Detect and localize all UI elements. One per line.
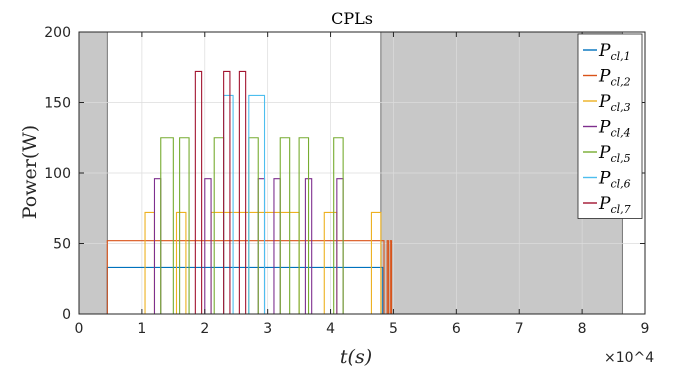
series-line-7	[79, 70, 645, 315]
y-tick-label: 150	[44, 96, 71, 112]
legend-entry-1: Pcl,1	[598, 41, 631, 63]
legend-entry-2: Pcl,2	[598, 67, 631, 89]
x-axis-label: t(s)	[340, 346, 372, 368]
x-tick-label: 2	[200, 321, 209, 337]
legend: Pcl,1 Pcl,2 Pcl,3 Pcl,4 Pcl,5 Pcl,6 Pcl,7	[577, 33, 643, 219]
x-tick-label: 5	[389, 321, 398, 337]
y-tick-labels: 0 50 100 150 200	[44, 25, 71, 323]
x-tick-label: 3	[263, 321, 272, 337]
y-tick-label: 100	[44, 166, 71, 182]
x-tick-label: 1	[137, 321, 146, 337]
y-tick-label: 0	[62, 307, 71, 323]
x-tick-label: 6	[452, 321, 461, 337]
legend-entry-5: Pcl,5	[598, 143, 631, 165]
x-tick-labels: 0 1 2 3 4 5 6 7 8 9	[75, 321, 650, 337]
y-axis-label: Power(W)	[19, 125, 41, 219]
y-tick-label: 50	[53, 237, 71, 253]
x-tick-label: 9	[641, 321, 650, 337]
series-line-2	[106, 240, 645, 315]
y-tick-label: 200	[44, 25, 71, 41]
chart-title: CPLs	[331, 9, 373, 28]
axes	[78, 31, 646, 315]
x-tick-label: 0	[75, 321, 84, 337]
x-tick-label: 7	[515, 321, 524, 337]
legend-entry-4: Pcl,4	[598, 118, 631, 140]
legend-entry-3: Pcl,3	[598, 92, 631, 114]
x-exponent-label: ×10^4	[604, 350, 654, 366]
legend-entry-6: Pcl,6	[598, 169, 631, 191]
x-tick-label: 8	[578, 321, 587, 337]
x-tick-label: 4	[326, 321, 335, 337]
legend-entry-7: Pcl,7	[598, 194, 631, 216]
